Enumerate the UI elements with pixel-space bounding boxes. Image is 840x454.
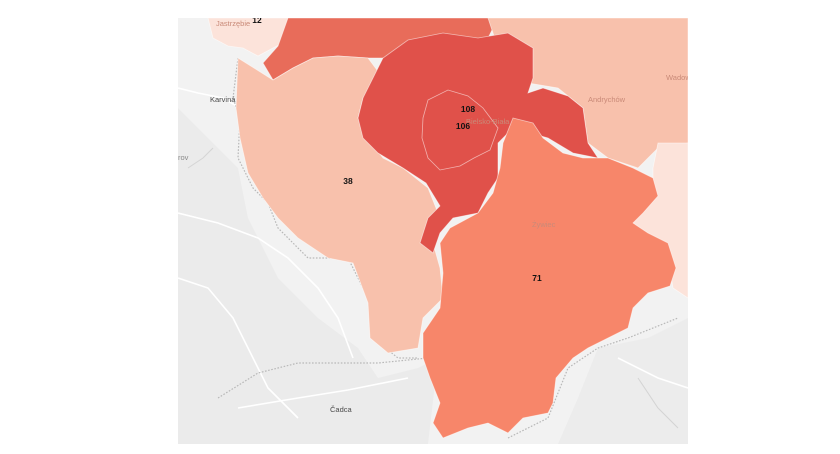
value-label-zywiec: 71 [532,273,542,283]
border-line [507,317,679,439]
choropleth-map[interactable]: Jastrzębie Karviná rov Bielsko-Biała Żyw… [178,18,688,444]
road-line [237,377,409,409]
value-label-bielsko-b: 106 [456,121,470,131]
region-bielsko-city[interactable] [421,89,499,171]
map-label-andrychow: Andrychów [588,95,626,104]
base-terrain [178,108,438,444]
map-label-wadowice: Wadow [666,73,688,82]
map-label-bielsko: Bielsko-Biała [466,117,510,126]
region-cieszyn-county[interactable] [235,55,444,354]
value-label-cieszyn: 38 [343,176,353,186]
base-terrain-east [558,318,688,444]
road-line [178,277,299,419]
map-label-jastrzebie: Jastrzębie [216,19,250,28]
river-line [187,147,214,169]
border-line [217,357,429,399]
region-zywiec-county[interactable] [422,117,677,439]
map-label-zywiec: Żywiec [532,220,556,229]
map-label-karvina: Karviná [210,95,236,104]
map-label-cadca: Čadca [330,405,353,414]
map-canvas[interactable]: Jastrzębie Karviná rov Bielsko-Biała Żyw… [178,18,688,444]
river-line [637,377,679,429]
road-line [617,357,688,389]
value-label-bielsko-a: 108 [461,104,475,114]
road-line [178,212,354,359]
value-label-top-left: 12 [252,18,262,25]
road-line [178,87,241,109]
map-label-edge: rov [178,153,189,162]
